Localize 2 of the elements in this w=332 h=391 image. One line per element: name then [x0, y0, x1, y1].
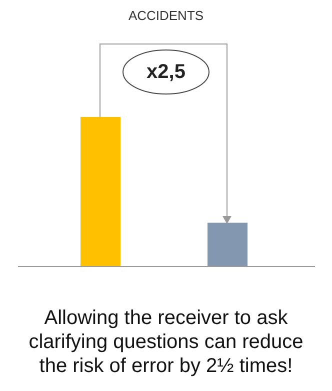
text: Allowing the receiver to ask clarifying questions can reduce the risk of error by 2½ times!	[28, 306, 304, 378]
chart-title: ACCIDENTS	[127, 8, 205, 23]
